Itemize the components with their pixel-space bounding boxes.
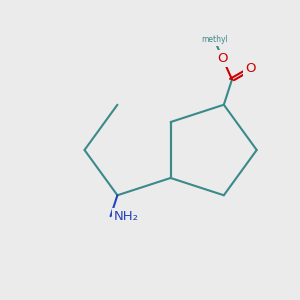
Text: O: O — [218, 52, 228, 65]
Text: methyl: methyl — [201, 35, 228, 44]
Text: O: O — [245, 62, 256, 75]
Text: NH₂: NH₂ — [113, 210, 139, 223]
